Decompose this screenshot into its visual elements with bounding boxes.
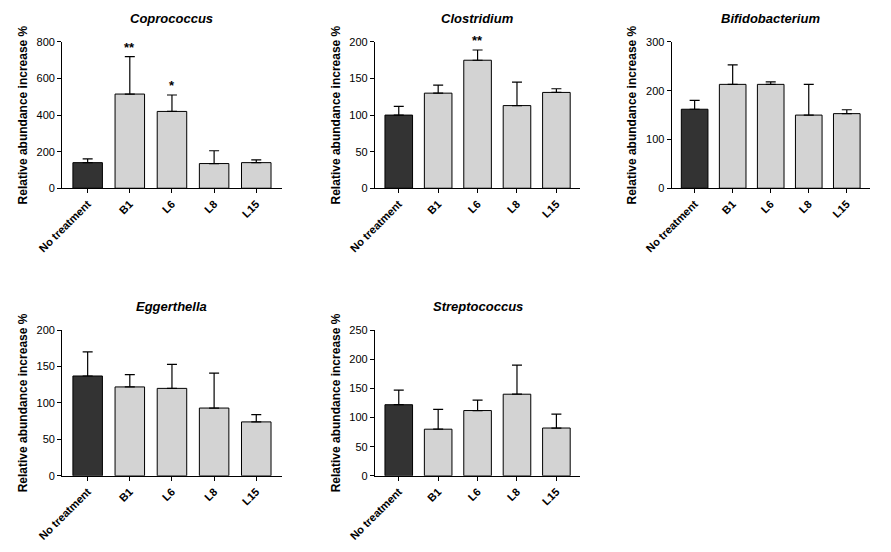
svg-text:*: * — [169, 78, 175, 93]
svg-text:400: 400 — [37, 109, 55, 121]
svg-text:L15: L15 — [830, 198, 852, 220]
svg-text:B1: B1 — [425, 486, 443, 504]
svg-text:B1: B1 — [425, 198, 443, 216]
svg-text:No treatment: No treatment — [348, 485, 405, 542]
svg-text:No treatment: No treatment — [643, 198, 700, 255]
svg-text:200: 200 — [349, 36, 367, 48]
svg-text:300: 300 — [646, 36, 664, 48]
svg-text:200: 200 — [37, 324, 55, 336]
svg-text:0: 0 — [658, 182, 664, 194]
svg-text:800: 800 — [37, 36, 55, 48]
svg-text:0: 0 — [362, 182, 368, 194]
svg-text:0: 0 — [49, 182, 55, 194]
svg-text:L6: L6 — [160, 198, 178, 216]
svg-text:150: 150 — [349, 72, 367, 84]
svg-text:L8: L8 — [505, 486, 523, 504]
svg-text:150: 150 — [349, 382, 367, 394]
svg-text:L6: L6 — [160, 486, 178, 504]
svg-text:L15: L15 — [240, 486, 262, 508]
svg-text:Clostridium: Clostridium — [441, 11, 514, 26]
svg-text:50: 50 — [43, 433, 55, 445]
svg-text:50: 50 — [355, 441, 367, 453]
svg-text:L6: L6 — [758, 198, 776, 216]
svg-text:No treatment: No treatment — [348, 198, 405, 255]
svg-text:B1: B1 — [720, 198, 738, 216]
svg-text:L8: L8 — [505, 198, 523, 216]
svg-text:100: 100 — [349, 109, 367, 121]
svg-text:Eggerthella: Eggerthella — [136, 299, 207, 314]
svg-text:Relative abundance increase %: Relative abundance increase % — [16, 25, 30, 204]
svg-text:50: 50 — [355, 146, 367, 158]
svg-text:Coprococcus: Coprococcus — [130, 11, 213, 26]
svg-text:100: 100 — [349, 411, 367, 423]
svg-text:L8: L8 — [202, 486, 220, 504]
svg-text:150: 150 — [37, 360, 55, 372]
svg-text:200: 200 — [646, 85, 664, 97]
svg-text:L15: L15 — [540, 198, 562, 220]
svg-text:B1: B1 — [117, 198, 135, 216]
svg-text:Relative abundance increase %: Relative abundance increase % — [329, 25, 343, 204]
svg-text:L6: L6 — [465, 198, 483, 216]
svg-text:Streptococcus: Streptococcus — [433, 299, 523, 314]
svg-text:200: 200 — [37, 146, 55, 158]
svg-text:Relative abundance increase %: Relative abundance increase % — [625, 25, 639, 204]
svg-text:**: ** — [472, 33, 483, 48]
svg-text:Bifidobacterium: Bifidobacterium — [721, 11, 820, 26]
svg-text:Relative abundance increase %: Relative abundance increase % — [329, 313, 343, 492]
svg-text:L8: L8 — [796, 198, 814, 216]
svg-text:0: 0 — [49, 470, 55, 482]
svg-text:B1: B1 — [117, 486, 135, 504]
svg-text:**: ** — [124, 40, 135, 55]
svg-text:L8: L8 — [202, 198, 220, 216]
svg-text:200: 200 — [349, 353, 367, 365]
svg-text:250: 250 — [349, 324, 367, 336]
svg-text:L15: L15 — [540, 486, 562, 508]
svg-text:No treatment: No treatment — [37, 198, 94, 255]
svg-text:Relative abundance increase %: Relative abundance increase % — [16, 313, 30, 492]
svg-text:L6: L6 — [465, 486, 483, 504]
svg-text:No treatment: No treatment — [37, 485, 94, 542]
svg-text:600: 600 — [37, 72, 55, 84]
svg-text:100: 100 — [37, 397, 55, 409]
svg-text:0: 0 — [362, 470, 368, 482]
svg-text:100: 100 — [646, 133, 664, 145]
svg-text:L15: L15 — [240, 198, 262, 220]
